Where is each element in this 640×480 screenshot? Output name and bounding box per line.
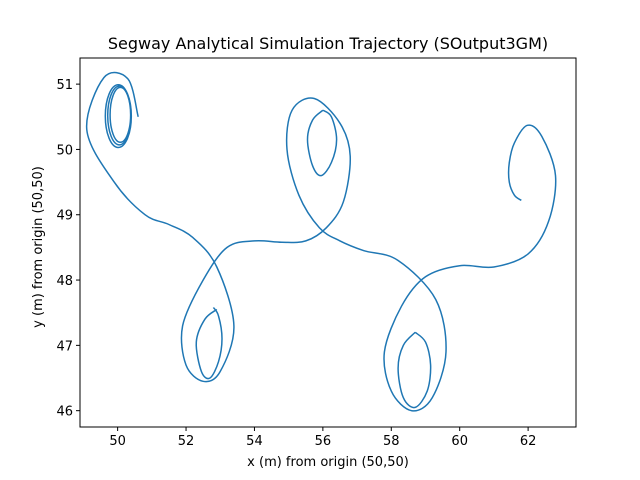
y-axis-label: y (m) from origin (50,50) xyxy=(31,166,46,328)
x-axis-label: x (m) from origin (50,50) xyxy=(247,455,409,470)
trajectory-segment-0 xyxy=(86,71,557,412)
chart-title: Segway Analytical Simulation Trajectory … xyxy=(108,34,548,53)
x-tick-label: 56 xyxy=(315,434,332,449)
y-tick-label: 50 xyxy=(56,143,73,158)
trajectory-start-loop xyxy=(109,86,132,143)
y-tick-label: 46 xyxy=(56,405,73,420)
trajectory-segment-1 xyxy=(195,307,223,380)
x-tick-label: 52 xyxy=(178,434,195,449)
y-tick-label: 48 xyxy=(56,274,73,289)
y-tick-label: 47 xyxy=(56,339,73,354)
x-tick-label: 58 xyxy=(383,434,400,449)
x-tick-label: 60 xyxy=(451,434,468,449)
y-tick-label: 49 xyxy=(56,209,73,224)
x-tick-label: 54 xyxy=(246,434,263,449)
x-tick-label: 62 xyxy=(520,434,537,449)
trajectory-segment-2 xyxy=(306,109,338,177)
plot-frame xyxy=(79,57,577,428)
y-tick-label: 51 xyxy=(56,78,73,93)
trajectory-segment-3 xyxy=(397,331,432,409)
x-tick-label: 50 xyxy=(109,434,126,449)
